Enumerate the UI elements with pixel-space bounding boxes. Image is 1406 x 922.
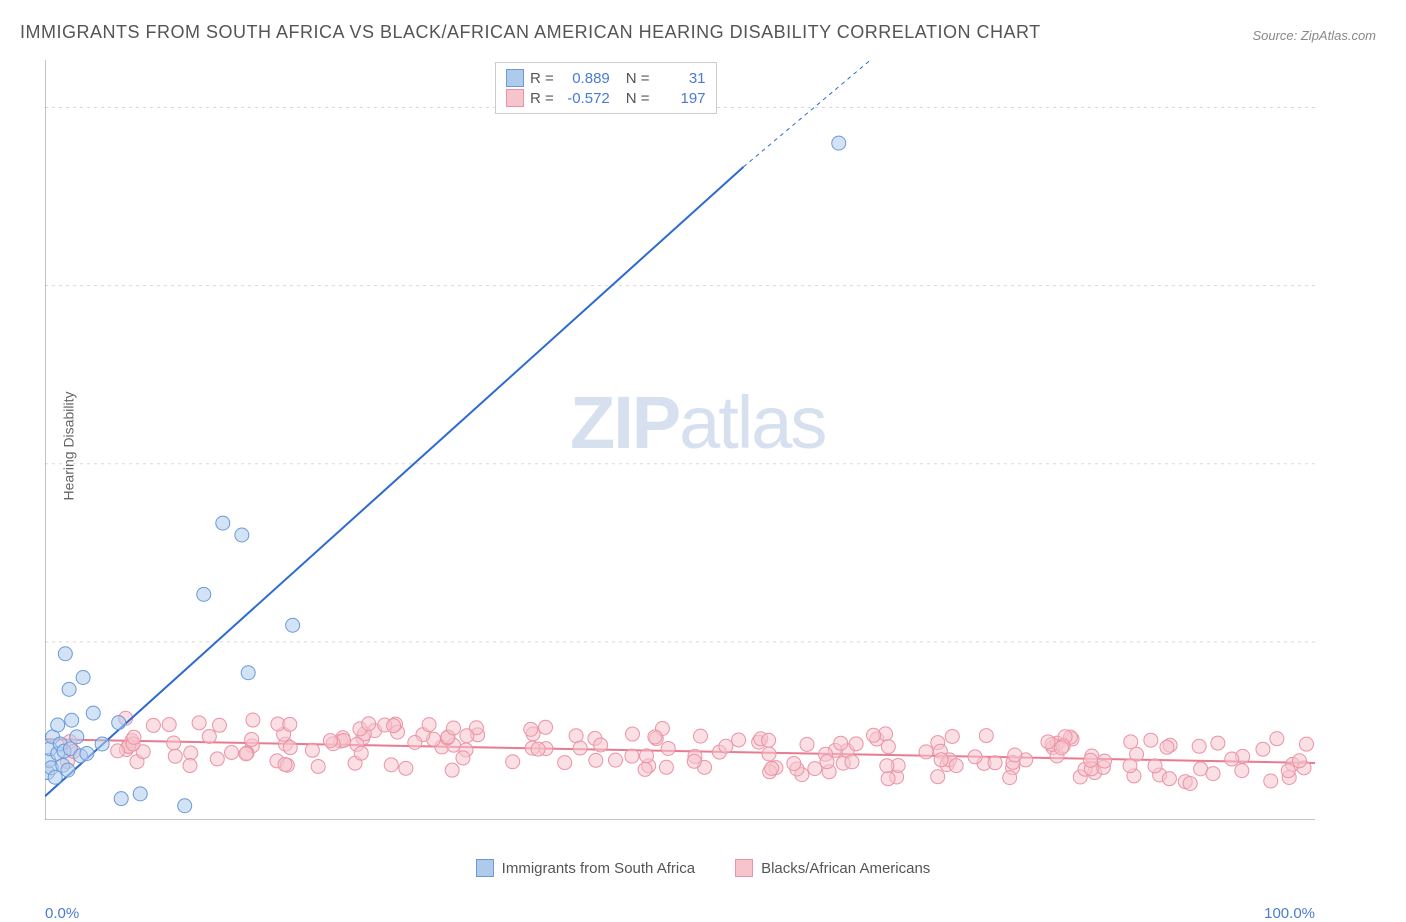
stats-n-label: N = [626, 70, 650, 87]
stats-swatch-blue [506, 69, 524, 87]
stats-n-label-2: N = [626, 90, 650, 107]
plot-area [45, 60, 1315, 820]
stats-n-value-2: 197 [656, 90, 706, 107]
x-tick-label: 0.0% [45, 905, 79, 922]
stats-r-label: R = [530, 70, 554, 87]
stats-r-value-2: -0.572 [560, 90, 610, 107]
stats-r-label-2: R = [530, 90, 554, 107]
stats-r-value-1: 0.889 [560, 70, 610, 87]
legend-swatch-pink [735, 859, 753, 877]
legend-item-2: Blacks/African Americans [735, 859, 930, 877]
stats-swatch-pink [506, 89, 524, 107]
stats-row-series1: R = 0.889 N = 31 [506, 69, 706, 87]
scatter-plot-svg [45, 60, 1315, 820]
legend-swatch-blue [476, 859, 494, 877]
legend-label-2: Blacks/African Americans [761, 860, 930, 877]
stats-n-value-1: 31 [656, 70, 706, 87]
legend-item-1: Immigrants from South Africa [476, 859, 695, 877]
stats-legend-box: R = 0.889 N = 31 R = -0.572 N = 197 [495, 62, 717, 114]
legend-bottom: Immigrants from South Africa Blacks/Afri… [0, 859, 1406, 877]
source-label: Source: ZipAtlas.com [1252, 28, 1376, 43]
legend-label-1: Immigrants from South Africa [502, 860, 695, 877]
x-tick-label: 100.0% [1264, 905, 1315, 922]
chart-title: IMMIGRANTS FROM SOUTH AFRICA VS BLACK/AF… [20, 22, 1041, 43]
stats-row-series2: R = -0.572 N = 197 [506, 89, 706, 107]
